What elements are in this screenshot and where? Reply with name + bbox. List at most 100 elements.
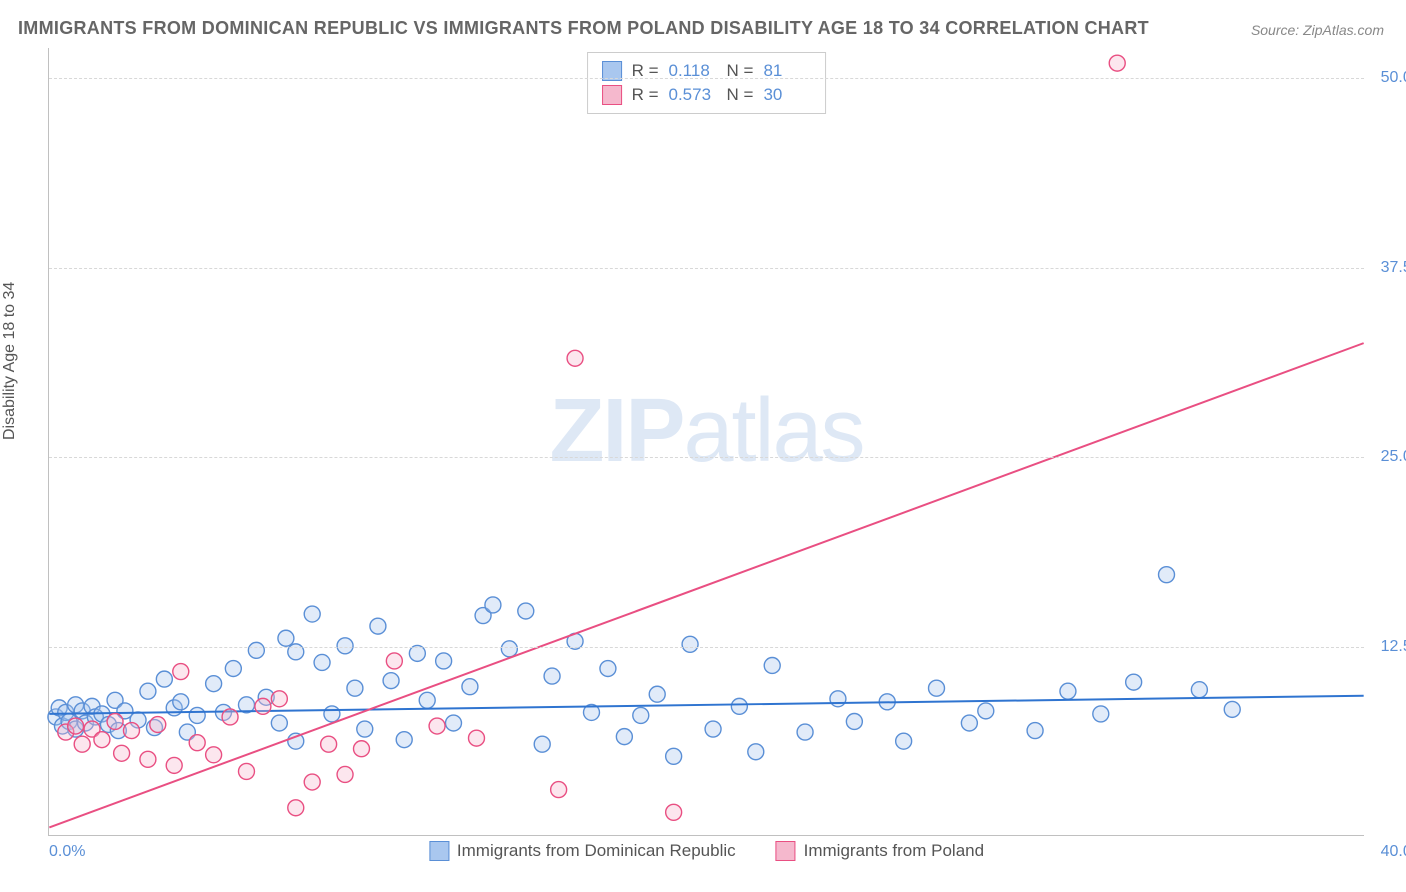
- data-point: [666, 804, 682, 820]
- data-point: [501, 641, 517, 657]
- data-point: [633, 707, 649, 723]
- data-point: [173, 664, 189, 680]
- data-point: [1093, 706, 1109, 722]
- data-point: [567, 350, 583, 366]
- data-point: [797, 724, 813, 740]
- plot-area: ZIPatlas R =0.118N =81R =0.573N =30 Immi…: [48, 48, 1364, 836]
- data-point: [1159, 567, 1175, 583]
- data-point: [1109, 55, 1125, 71]
- x-tick-label: 0.0%: [49, 843, 85, 861]
- data-point: [551, 782, 567, 798]
- series-legend-item: Immigrants from Dominican Republic: [429, 841, 736, 861]
- data-point: [288, 800, 304, 816]
- series-legend-label: Immigrants from Poland: [804, 841, 984, 861]
- data-point: [255, 698, 271, 714]
- data-point: [347, 680, 363, 696]
- legend-swatch: [776, 841, 796, 861]
- data-point: [337, 766, 353, 782]
- gridline: [49, 647, 1364, 648]
- data-point: [830, 691, 846, 707]
- data-point: [396, 732, 412, 748]
- n-value: 30: [763, 85, 811, 105]
- data-point: [682, 636, 698, 652]
- data-point: [383, 673, 399, 689]
- stats-legend-row: R = 0.573 N = 30: [602, 83, 812, 107]
- data-point: [370, 618, 386, 634]
- data-point: [1191, 682, 1207, 698]
- series-legend: Immigrants from Dominican Republic Immigr…: [429, 841, 984, 861]
- y-tick-label: 12.5%: [1381, 638, 1406, 656]
- data-point: [156, 671, 172, 687]
- data-point: [248, 642, 264, 658]
- data-point: [173, 694, 189, 710]
- data-point: [189, 707, 205, 723]
- legend-swatch: [602, 85, 622, 105]
- data-point: [321, 736, 337, 752]
- data-point: [271, 691, 287, 707]
- data-point: [978, 703, 994, 719]
- data-point: [616, 729, 632, 745]
- data-point: [166, 757, 182, 773]
- data-point: [1027, 723, 1043, 739]
- data-point: [68, 718, 84, 734]
- data-point: [419, 692, 435, 708]
- r-value: 0.573: [669, 85, 717, 105]
- data-point: [140, 683, 156, 699]
- data-point: [314, 654, 330, 670]
- y-tick-label: 37.5%: [1381, 259, 1406, 277]
- data-point: [961, 715, 977, 731]
- data-point: [436, 653, 452, 669]
- data-point: [140, 751, 156, 767]
- data-point: [1126, 674, 1142, 690]
- data-point: [278, 630, 294, 646]
- data-point: [896, 733, 912, 749]
- stats-legend-row: R =0.118N =81: [602, 59, 812, 83]
- data-point: [386, 653, 402, 669]
- y-tick-label: 50.0%: [1381, 69, 1406, 87]
- correlation-chart: IMMIGRANTS FROM DOMINICAN REPUBLIC VS IM…: [0, 0, 1406, 892]
- data-point: [1060, 683, 1076, 699]
- data-point: [748, 744, 764, 760]
- series-legend-item: Immigrants from Poland: [776, 841, 984, 861]
- y-axis-title: Disability Age 18 to 34: [1, 282, 19, 440]
- data-point: [929, 680, 945, 696]
- data-point: [225, 661, 241, 677]
- data-point: [518, 603, 534, 619]
- data-point: [150, 717, 166, 733]
- data-point: [1224, 701, 1240, 717]
- data-point: [544, 668, 560, 684]
- data-point: [353, 741, 369, 757]
- data-point: [107, 714, 123, 730]
- data-point: [446, 715, 462, 731]
- chart-source: Source: ZipAtlas.com: [1251, 22, 1384, 38]
- data-point: [94, 732, 110, 748]
- data-point: [189, 735, 205, 751]
- data-point: [649, 686, 665, 702]
- data-point: [304, 606, 320, 622]
- data-point: [731, 698, 747, 714]
- plot-svg: [49, 48, 1364, 835]
- stats-legend: R =0.118N =81R = 0.573 N = 30: [587, 52, 827, 114]
- r-label: R =: [632, 85, 659, 105]
- gridline: [49, 78, 1364, 79]
- x-tick-label: 40.0%: [1381, 843, 1406, 861]
- series-legend-label: Immigrants from Dominican Republic: [457, 841, 736, 861]
- gridline: [49, 268, 1364, 269]
- data-point: [462, 679, 478, 695]
- data-point: [114, 745, 130, 761]
- data-point: [238, 763, 254, 779]
- data-point: [271, 715, 287, 731]
- data-point: [469, 730, 485, 746]
- chart-title: IMMIGRANTS FROM DOMINICAN REPUBLIC VS IM…: [18, 18, 1149, 39]
- data-point: [206, 747, 222, 763]
- data-point: [600, 661, 616, 677]
- data-point: [74, 736, 90, 752]
- n-label: N =: [727, 85, 754, 105]
- data-point: [705, 721, 721, 737]
- data-point: [846, 714, 862, 730]
- data-point: [324, 706, 340, 722]
- y-tick-label: 25.0%: [1381, 448, 1406, 466]
- data-point: [764, 658, 780, 674]
- data-point: [409, 645, 425, 661]
- data-point: [222, 709, 238, 725]
